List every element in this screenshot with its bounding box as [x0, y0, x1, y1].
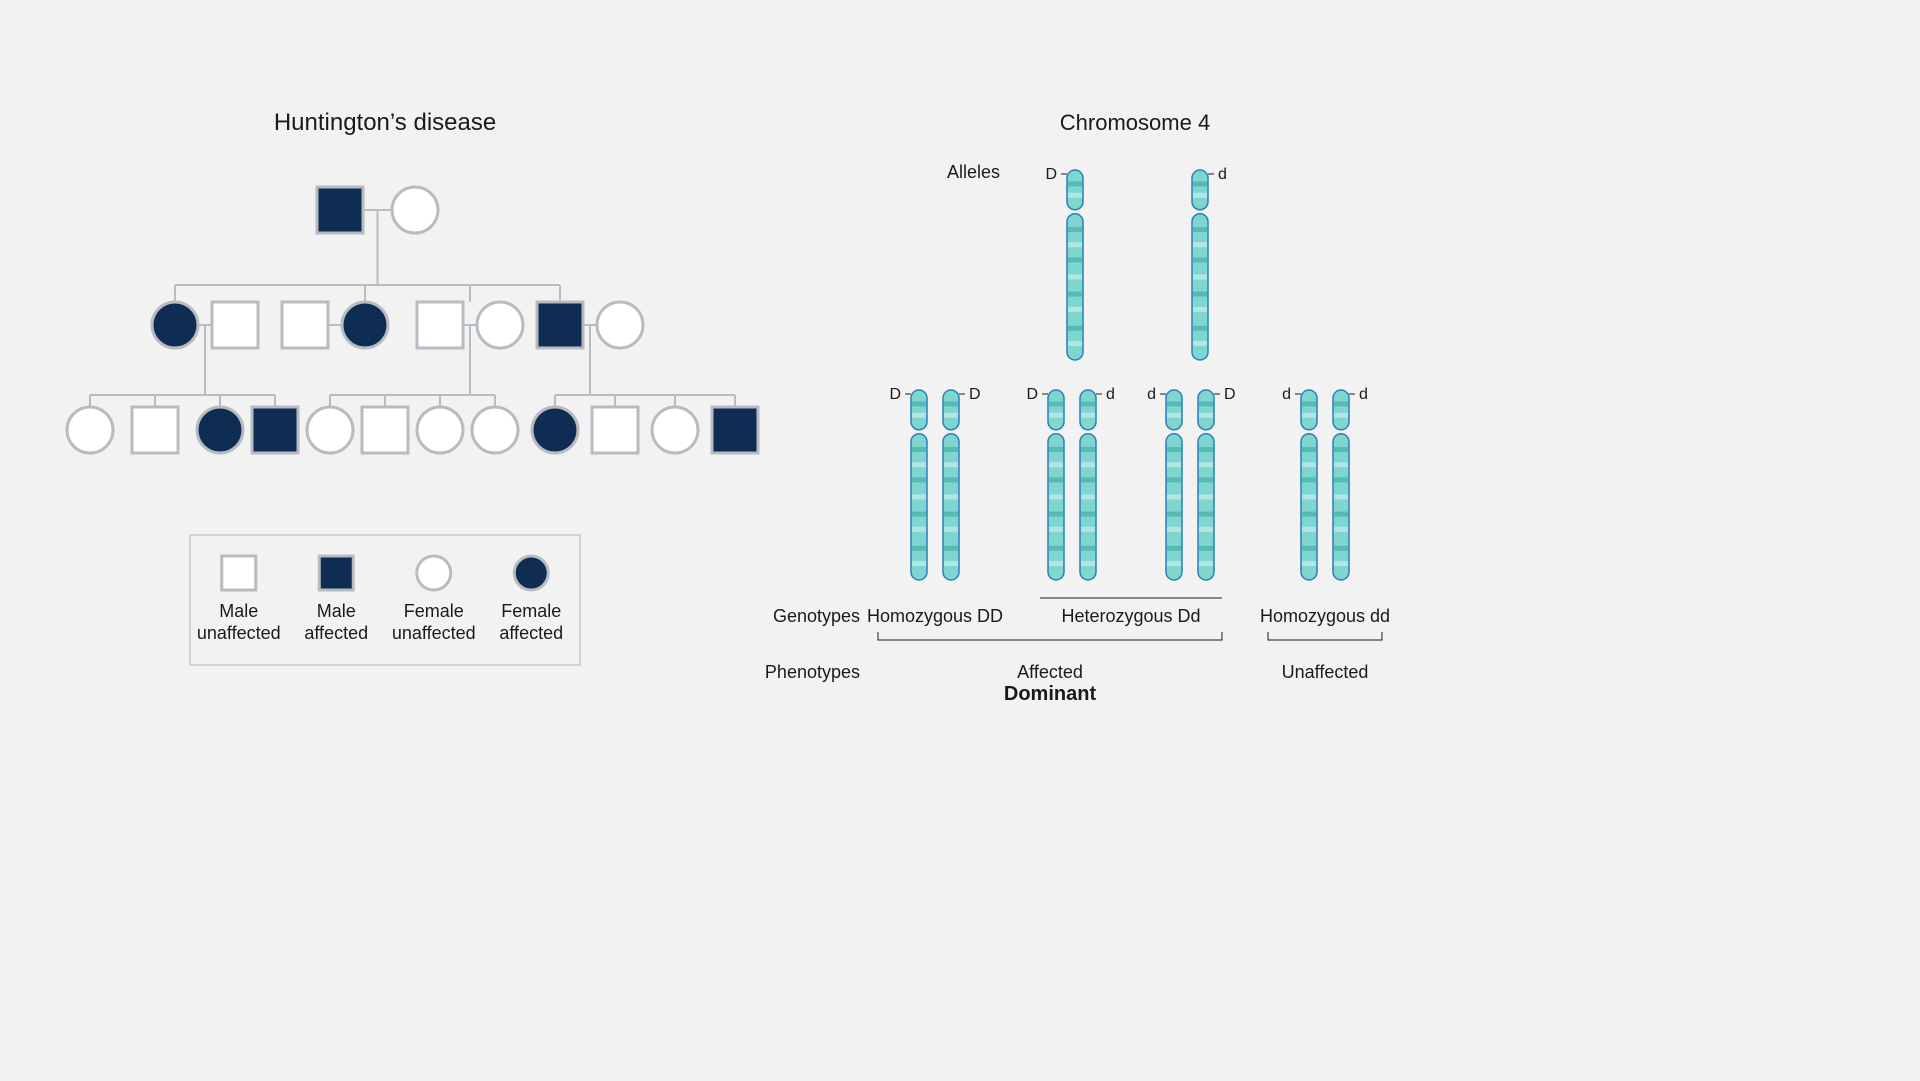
- legend-label: Female: [404, 601, 464, 621]
- legend-label: unaffected: [392, 623, 476, 643]
- diagram-canvas: Huntington’s diseaseMaleunaffectedMaleaf…: [0, 0, 1920, 1081]
- chromosome-icon: [911, 390, 927, 580]
- pedigree-affected-female: [152, 302, 198, 348]
- pedigree-unaffected-male: [282, 302, 328, 348]
- allele-label: D: [969, 386, 981, 403]
- pedigree-affected-male: [537, 302, 583, 348]
- legend-label: affected: [304, 623, 368, 643]
- pedigree-unaffected-female: [392, 187, 438, 233]
- legend-symbol: [222, 556, 256, 590]
- chromosome-icon: [943, 390, 959, 580]
- allele-label: d: [1359, 386, 1368, 403]
- allele-label: D: [889, 386, 901, 403]
- chromosome-title: Chromosome 4: [1060, 110, 1210, 135]
- legend-label: Male: [219, 601, 258, 621]
- allele-label: d: [1106, 386, 1115, 403]
- allele-label: d: [1282, 386, 1291, 403]
- pedigree-affected-female: [532, 407, 578, 453]
- pedigree-title: Huntington’s disease: [274, 109, 496, 136]
- legend-symbol: [417, 556, 451, 590]
- dominant-label: Dominant: [1004, 683, 1097, 705]
- legend-label: affected: [499, 623, 563, 643]
- pedigree-unaffected-male: [592, 407, 638, 453]
- alleles-label: Alleles: [947, 162, 1000, 182]
- phenotypes-label: Phenotypes: [765, 662, 860, 682]
- pedigree-unaffected-male: [132, 407, 178, 453]
- chromosome-icon: [1198, 390, 1214, 580]
- pedigree-unaffected-female: [597, 302, 643, 348]
- chromosome-icon: [1080, 390, 1096, 580]
- pedigree-affected-female: [342, 302, 388, 348]
- genotype-text: Homozygous dd: [1260, 606, 1390, 626]
- legend-label: unaffected: [197, 623, 281, 643]
- phenotype-text: Affected: [1017, 662, 1083, 682]
- pedigree-unaffected-female: [477, 302, 523, 348]
- pedigree-affected-male: [252, 407, 298, 453]
- pedigree-affected-female: [197, 407, 243, 453]
- chromosome-icon: [1333, 390, 1349, 580]
- chromosome-icon: [1192, 170, 1208, 360]
- pedigree-affected-male: [317, 187, 363, 233]
- pedigree-unaffected-female: [307, 407, 353, 453]
- allele-label: d: [1147, 386, 1156, 403]
- allele-label: D: [1045, 166, 1057, 183]
- legend-symbol: [319, 556, 353, 590]
- chromosome-icon: [1067, 170, 1083, 360]
- allele-label: d: [1218, 166, 1227, 183]
- genotype-text: Homozygous DD: [867, 606, 1003, 626]
- phenotype-text: Unaffected: [1282, 662, 1369, 682]
- pedigree-affected-male: [712, 407, 758, 453]
- genotype-text: Heterozygous Dd: [1061, 606, 1200, 626]
- pedigree-unaffected-male: [212, 302, 258, 348]
- pedigree-unaffected-female: [472, 407, 518, 453]
- pedigree-unaffected-female: [652, 407, 698, 453]
- chromosome-icon: [1048, 390, 1064, 580]
- pedigree-unaffected-female: [67, 407, 113, 453]
- chromosome-icon: [1301, 390, 1317, 580]
- chromosome-icon: [1166, 390, 1182, 580]
- pedigree-unaffected-male: [417, 302, 463, 348]
- legend-symbol: [514, 556, 548, 590]
- allele-label: D: [1224, 386, 1236, 403]
- legend-label: Male: [317, 601, 356, 621]
- pedigree-unaffected-male: [362, 407, 408, 453]
- allele-label: D: [1026, 386, 1038, 403]
- legend-label: Female: [501, 601, 561, 621]
- genotypes-label: Genotypes: [773, 606, 860, 626]
- pedigree-unaffected-female: [417, 407, 463, 453]
